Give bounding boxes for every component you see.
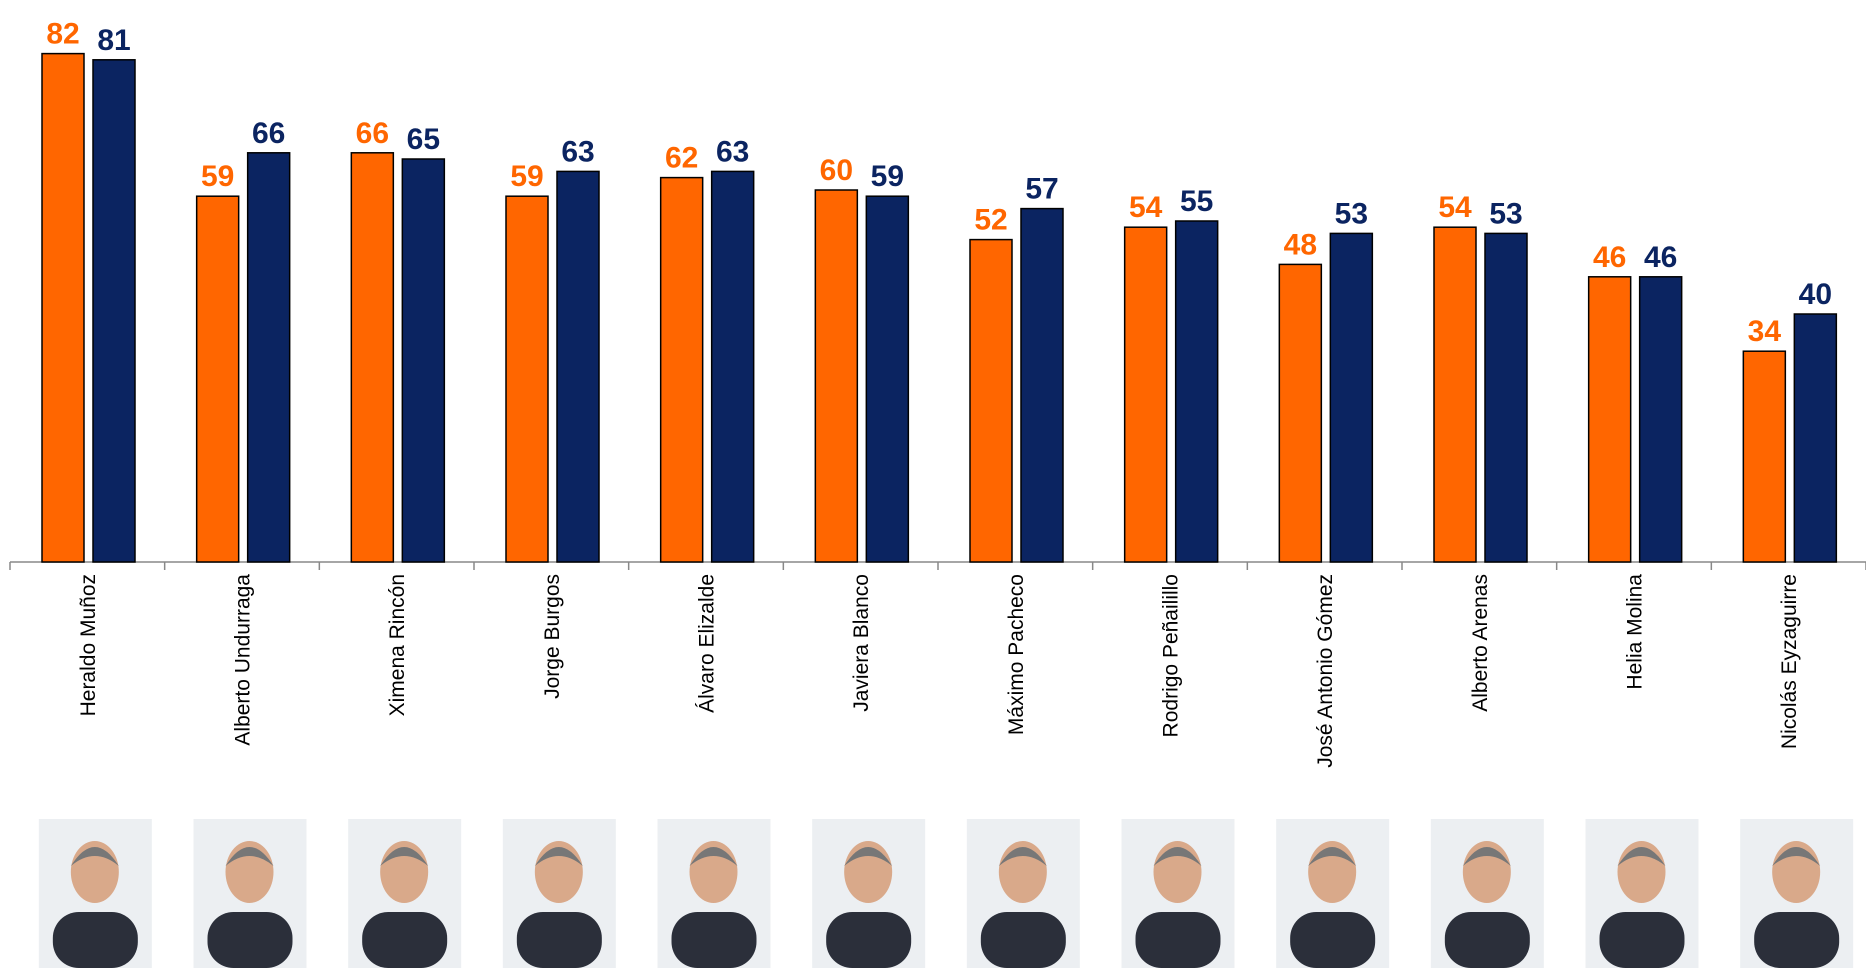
value-label: 81 (97, 24, 130, 57)
bar (1743, 351, 1785, 562)
portrait (1276, 819, 1389, 968)
bar (1794, 314, 1836, 562)
portrait-body (1754, 912, 1839, 968)
portrait (967, 819, 1080, 968)
value-label: 53 (1335, 197, 1368, 230)
value-label: 40 (1799, 278, 1832, 311)
x-tick-label: Alberto Arenas (1469, 574, 1492, 712)
bar (402, 159, 444, 562)
value-label: 60 (820, 154, 853, 187)
portrait-body (1136, 912, 1221, 968)
bar (1434, 227, 1476, 562)
value-label: 57 (1025, 173, 1058, 206)
x-tick-label: Nicolás Eyzaguirre (1778, 574, 1801, 749)
value-label: 46 (1593, 241, 1626, 274)
portrait-body (1600, 912, 1685, 968)
portrait (503, 819, 616, 968)
bar (93, 60, 135, 562)
bar (1330, 233, 1372, 562)
portrait-body (362, 912, 447, 968)
portrait-body (517, 912, 602, 968)
portrait-body (53, 912, 138, 968)
x-tick-label: José Antonio Gómez (1314, 574, 1337, 768)
value-label: 53 (1489, 197, 1522, 230)
portrait-body (672, 912, 757, 968)
value-label: 63 (561, 135, 594, 168)
portrait (39, 819, 152, 968)
portrait-body (981, 912, 1066, 968)
bar (970, 240, 1012, 562)
value-label: 63 (716, 135, 749, 168)
bar (506, 196, 548, 562)
portrait-body (208, 912, 293, 968)
bar (197, 196, 239, 562)
x-tick-label: Javiera Blanco (850, 574, 873, 712)
value-label: 59 (510, 160, 543, 193)
value-label: 46 (1644, 241, 1677, 274)
x-tick-label: Rodrigo Peñailillo (1160, 574, 1183, 737)
portrait (1586, 819, 1699, 968)
x-tick-label: Alberto Undurraga (232, 574, 255, 746)
bar (712, 171, 754, 562)
bar (351, 153, 393, 562)
portrait (812, 819, 925, 968)
x-tick-label: Jorge Burgos (541, 574, 564, 699)
bar (1176, 221, 1218, 562)
portrait-body (826, 912, 911, 968)
bar (1021, 209, 1063, 562)
bar (1589, 277, 1631, 562)
portrait-body (1290, 912, 1375, 968)
bar (1125, 227, 1167, 562)
value-label: 66 (252, 117, 285, 150)
value-label: 52 (974, 204, 1007, 237)
value-label: 34 (1748, 315, 1782, 348)
bar (557, 171, 599, 562)
value-label: 66 (356, 117, 389, 150)
bar (42, 54, 84, 562)
x-tick-label: Helia Molina (1624, 574, 1647, 690)
x-tick-label: Heraldo Muñoz (77, 574, 100, 716)
bar (661, 178, 703, 562)
value-label: 59 (201, 160, 234, 193)
bar (1279, 264, 1321, 562)
portrait (1431, 819, 1544, 968)
bar (248, 153, 290, 562)
value-label: 54 (1129, 191, 1163, 224)
portrait (658, 819, 771, 968)
chart: 82 81 Heraldo Muñoz 59 66 Alberto Undurraga 66… (0, 0, 1866, 968)
portrait (348, 819, 461, 968)
value-label: 62 (665, 142, 698, 175)
portrait (1122, 819, 1235, 968)
bar (1485, 233, 1527, 562)
value-label: 82 (46, 18, 79, 51)
portrait (194, 819, 307, 968)
x-tick-label: Máximo Pacheco (1005, 574, 1028, 735)
value-label: 55 (1180, 185, 1213, 218)
portrait (1740, 819, 1853, 968)
bar (815, 190, 857, 562)
portrait-body (1445, 912, 1530, 968)
value-label: 59 (871, 160, 904, 193)
bar (1640, 277, 1682, 562)
value-label: 48 (1284, 228, 1317, 261)
x-tick-label: Ximena Rincón (386, 574, 409, 716)
x-tick-label: Álvaro Elizalde (696, 574, 719, 713)
value-label: 54 (1438, 191, 1472, 224)
bar (866, 196, 908, 562)
value-label: 65 (407, 123, 440, 156)
